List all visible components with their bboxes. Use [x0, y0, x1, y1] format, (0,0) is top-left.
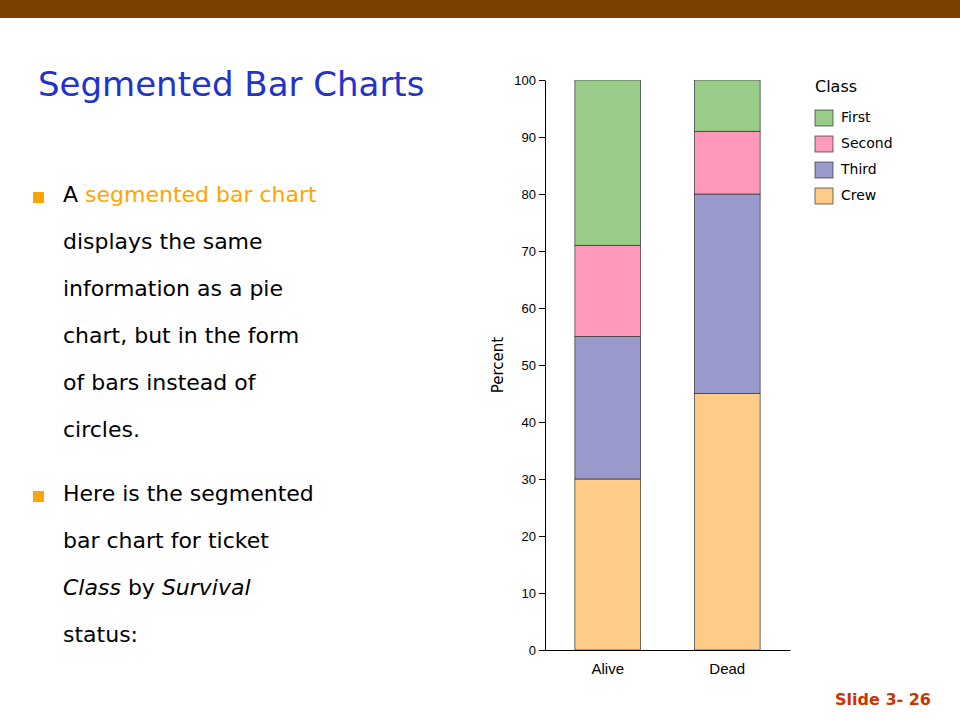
y-tick: 0 — [529, 643, 545, 658]
y-tick-mark — [539, 80, 545, 81]
bar — [694, 131, 760, 194]
annotation-run: of bars instead of — [63, 370, 257, 395]
bar — [694, 80, 760, 131]
bar — [575, 80, 641, 245]
y-tick-label: 90 — [522, 130, 536, 145]
annotation-run: circles. — [63, 417, 140, 442]
legend-swatch — [815, 162, 833, 178]
y-tick-mark — [539, 251, 545, 252]
annotation-line: Class by Survival — [63, 575, 251, 600]
y-tick-mark — [539, 593, 545, 594]
y-tick: 90 — [522, 130, 545, 145]
legend: Class First Second Third Crew — [815, 77, 893, 204]
title: Segmented Bar Charts — [38, 64, 424, 104]
y-tick: 30 — [522, 472, 545, 487]
y-tick-mark — [539, 536, 545, 537]
annotation-run: segmented bar chart — [85, 182, 317, 207]
y-tick-label: 60 — [522, 301, 536, 316]
x-axis-line — [546, 650, 791, 651]
bullet — [33, 491, 44, 502]
y-tick: 40 — [522, 415, 545, 430]
legend-item: Crew — [815, 187, 876, 204]
legend-item: Third — [815, 161, 877, 178]
y-tick-label: 70 — [522, 244, 536, 259]
annotation-run: Class — [63, 575, 121, 600]
x-tick: Dead — [709, 660, 745, 677]
legend-swatch — [815, 188, 833, 204]
y-tick: 80 — [522, 187, 545, 202]
y-tick-label: 0 — [529, 643, 536, 658]
annotation-run: information as a pie — [63, 276, 283, 301]
y-tick-mark — [539, 479, 545, 480]
legend-title: Class — [815, 77, 857, 96]
y-tick-mark — [539, 194, 545, 195]
bullet — [33, 192, 44, 203]
x-tick-label: Dead — [709, 660, 745, 677]
legend-label: Second — [841, 135, 893, 151]
annotation-run: bar chart for ticket — [63, 528, 269, 553]
bar — [575, 337, 641, 480]
legend-label: First — [841, 109, 871, 125]
y-tick-mark — [539, 650, 545, 651]
y-axis: 0 10 20 30 40 50 60 70 80 90 100 — [514, 73, 545, 658]
annotation-run: chart, but in the form — [63, 323, 299, 348]
y-tick-label: 80 — [522, 187, 536, 202]
bar — [575, 479, 641, 650]
slide: Segmented Bar Charts A segmented bar char… — [0, 0, 960, 720]
y-tick-mark — [539, 137, 545, 138]
y-tick-label: 30 — [522, 472, 536, 487]
y-tick-mark — [539, 365, 545, 366]
y-tick-mark — [539, 422, 545, 423]
bars — [575, 80, 760, 650]
annotation-run: by — [121, 575, 162, 600]
annotations: A segmented bar chart displays the same in… — [33, 182, 931, 709]
annotation-line: displays the same — [63, 229, 263, 254]
annotation-run: status: — [63, 622, 138, 647]
slide-label: Slide 3- 26 — [835, 690, 931, 709]
annotation-run: Survival — [162, 575, 251, 600]
legend-swatch — [815, 110, 833, 126]
annotation-line: A segmented bar chart — [63, 182, 317, 207]
y-tick: 20 — [522, 529, 545, 544]
y-tick-label: 100 — [514, 73, 536, 88]
annotation-line: information as a pie — [63, 276, 283, 301]
y-tick: 50 — [522, 358, 545, 373]
legend-item: First — [815, 109, 871, 126]
legend-item: Second — [815, 135, 893, 152]
y-tick-label: 50 — [522, 358, 536, 373]
y-tick: 60 — [522, 301, 545, 316]
annotation-run: Here is the segmented — [63, 481, 314, 506]
y-axis-title: Percent — [489, 337, 507, 394]
bar — [694, 394, 760, 651]
annotation-run: displays the same — [63, 229, 263, 254]
y-tick-mark — [539, 308, 545, 309]
annotation-line: circles. — [63, 417, 140, 442]
legend-swatch — [815, 136, 833, 152]
annotation-run: A — [63, 182, 85, 207]
y-tick: 70 — [522, 244, 545, 259]
y-tick-label: 10 — [522, 586, 536, 601]
y-tick: 10 — [522, 586, 545, 601]
annotation-line: Here is the segmented — [63, 481, 314, 506]
x-tick-label: Alive — [591, 660, 624, 677]
annotation-line: chart, but in the form — [63, 323, 299, 348]
bar — [694, 194, 760, 394]
annotation-line: of bars instead of — [63, 370, 257, 395]
legend-label: Crew — [841, 187, 876, 203]
y-tick: 100 — [514, 73, 545, 88]
annotation-line: status: — [63, 622, 138, 647]
bar — [575, 245, 641, 336]
y-tick-label: 40 — [522, 415, 536, 430]
x-axis: Alive Dead — [546, 651, 791, 678]
slide-label-run: Slide 3- 26 — [835, 690, 931, 709]
y-axis-line — [545, 81, 546, 651]
bar-series — [575, 80, 760, 245]
top-border — [0, 0, 960, 18]
y-tick-label: 20 — [522, 529, 536, 544]
chart: Alive Dead 0 10 20 30 40 50 60 70 80 90 100 Percent — [489, 73, 791, 677]
annotation-line: bar chart for ticket — [63, 528, 269, 553]
x-tick: Alive — [591, 660, 624, 677]
legend-label: Third — [840, 161, 877, 177]
